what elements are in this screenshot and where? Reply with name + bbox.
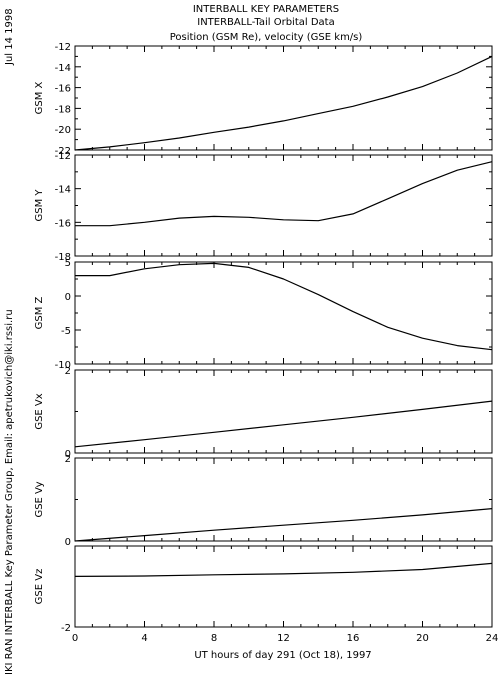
panel-frame (74, 457, 493, 542)
y-tick-label: -16 (55, 218, 71, 229)
generation-date: Jul 14 1998 (4, 8, 15, 66)
y-tick-label: -14 (55, 185, 71, 196)
series-line (75, 161, 493, 227)
y-axis-label: GSE Vx (34, 393, 45, 429)
chart-title: INTERBALL KEY PARAMETERS (193, 4, 339, 15)
x-tick-label: 12 (277, 633, 290, 644)
panel-frame (74, 45, 493, 151)
x-tick-label: 16 (347, 633, 360, 644)
series-line (75, 262, 493, 351)
x-tick-label: 24 (486, 633, 499, 644)
y-axis-label: GSM Y (34, 189, 45, 222)
y-tick-label: -2 (61, 623, 71, 634)
x-axis-label: UT hours of day 291 (Oct 18), 1997 (194, 650, 371, 661)
y-tick-label: -22 (55, 146, 71, 157)
y-tick-label: -12 (55, 151, 71, 162)
y-tick-label: 5 (65, 258, 71, 269)
y-tick-label: -5 (61, 326, 71, 337)
chart-units-caption: Position (GSM Re), velocity (GSE km/s) (170, 32, 363, 43)
x-tick-label: 20 (416, 633, 429, 644)
y-tick-label: 0 (65, 292, 71, 303)
y-tick-label: 0 (65, 449, 71, 460)
series-line (74, 562, 493, 578)
x-tick-label: 8 (211, 633, 217, 644)
y-tick-label: -18 (55, 104, 71, 115)
y-axis-label: GSE Vy (34, 481, 45, 517)
y-tick-label: -16 (55, 84, 71, 95)
panel-frame (74, 261, 493, 365)
credit-line: IKI RAN INTERBALL Key Parameter Group, E… (4, 309, 15, 675)
chart-subtitle: INTERBALL-Tail Orbital Data (197, 17, 334, 28)
series-line (74, 400, 493, 448)
panel-frame (74, 545, 493, 628)
y-tick-label: -10 (55, 360, 71, 371)
y-tick-label: -12 (55, 42, 71, 53)
y-tick-label: -14 (55, 63, 71, 74)
y-tick-label: -18 (55, 252, 71, 263)
y-axis-label: GSE Vz (34, 569, 45, 605)
y-axis-label: GSM Z (34, 296, 45, 329)
x-axis: 0 4 8 12 16 20 24 (72, 633, 499, 644)
x-tick-label: 0 (72, 633, 78, 644)
series-line (74, 508, 493, 542)
y-tick-label: 2 (65, 366, 71, 377)
y-tick-label: 2 (65, 454, 71, 465)
y-tick-label: -20 (55, 125, 71, 136)
y-tick-label: 0 (65, 537, 71, 548)
panel-frame (74, 154, 493, 257)
y-axis-label: GSM X (34, 81, 45, 114)
x-tick-label: 4 (141, 633, 147, 644)
series-line (74, 55, 493, 151)
